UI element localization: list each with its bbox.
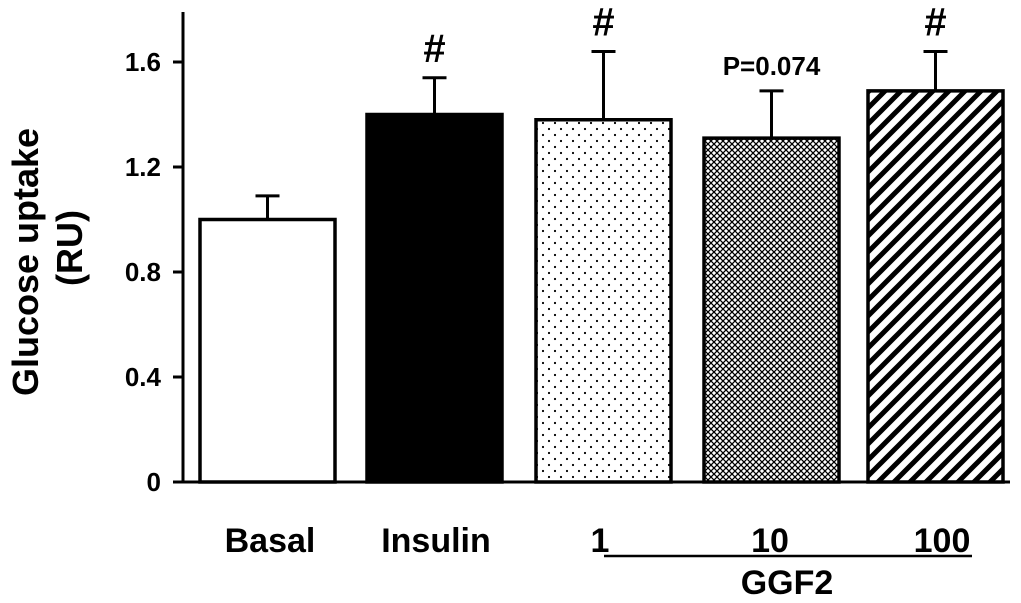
bar-10: [702, 136, 841, 484]
significance-marker: #: [423, 27, 445, 71]
y-tick-label: 1.2: [125, 152, 161, 182]
bar-insulin: [365, 112, 504, 484]
bars: [198, 89, 1005, 484]
y-axis-ticks: 0 0.4 0.8 1.2 1.6: [125, 47, 183, 497]
x-axis-labels: Basal Insulin 1 10 100: [225, 522, 971, 560]
x-tick-label: 1: [591, 522, 610, 560]
significance-marker: #: [924, 1, 946, 45]
y-tick-label: 0.8: [125, 257, 161, 287]
x-tick-label: Insulin: [381, 522, 491, 560]
y-tick-label: 0: [147, 467, 161, 497]
ggf2-group: GGF2: [604, 554, 972, 602]
y-axis-title-line-1: Glucose uptake: [5, 128, 46, 396]
error-bars: [255, 50, 948, 220]
bar-1: [534, 118, 673, 484]
bar-100: [866, 89, 1005, 484]
annotations: # # P=0.074 #: [423, 1, 946, 81]
x-tick-label: Basal: [225, 522, 316, 560]
significance-marker: #: [592, 1, 614, 45]
group-label: GGF2: [741, 564, 834, 602]
y-tick-label: 1.6: [125, 47, 161, 77]
p-value-label: P=0.074: [723, 51, 821, 81]
x-tick-label: 100: [914, 522, 971, 560]
y-tick-label: 0.4: [125, 362, 162, 392]
x-tick-label: 10: [751, 522, 789, 560]
y-axis-title-line-2: (RU): [49, 210, 90, 286]
y-axis-title: Glucose uptake (RU): [5, 128, 90, 396]
bar-basal: [198, 217, 337, 484]
